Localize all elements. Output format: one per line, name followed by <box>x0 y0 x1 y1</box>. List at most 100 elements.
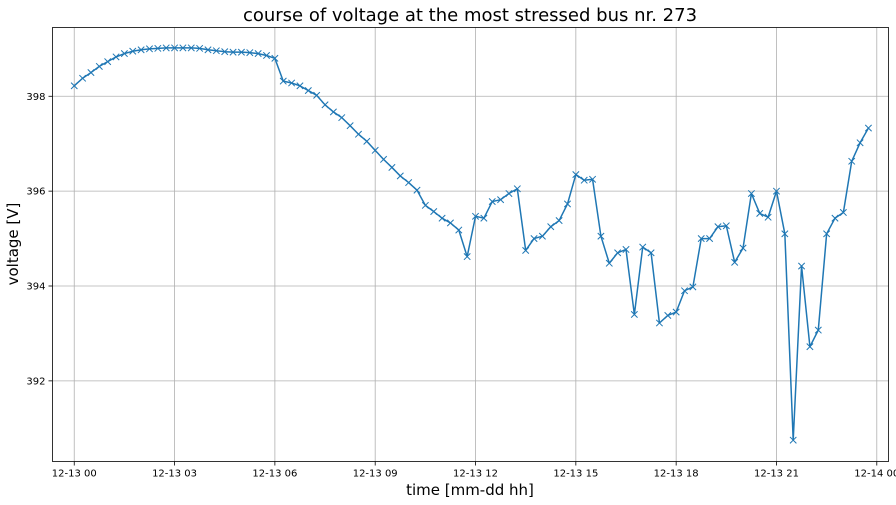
x-tick-label: 12-13 18 <box>654 469 699 480</box>
data-point-marker <box>697 235 705 243</box>
data-point-marker <box>756 209 764 217</box>
data-point-marker <box>313 91 321 99</box>
data-point-marker <box>162 44 170 52</box>
data-point-marker <box>204 46 212 54</box>
data-point-marker <box>95 62 103 70</box>
y-tick-label: 392 <box>26 376 45 387</box>
x-tick-label: 12-13 03 <box>152 469 197 480</box>
data-point-marker <box>212 47 220 55</box>
data-point-marker <box>572 170 580 179</box>
plot-frame <box>52 27 889 462</box>
data-point-marker <box>271 54 279 62</box>
data-point-marker <box>430 207 438 216</box>
data-point-marker <box>463 253 471 261</box>
data-point-marker <box>380 155 388 163</box>
data-point-marker <box>321 101 329 109</box>
data-point-marker <box>505 189 513 198</box>
data-point-marker <box>87 69 95 77</box>
y-tick-label: 396 <box>26 187 45 198</box>
data-point-marker <box>781 230 789 238</box>
data-point-marker <box>806 343 814 351</box>
data-point-marker <box>848 157 856 165</box>
data-point-marker <box>563 200 572 208</box>
x-tick-label: 12-13 15 <box>553 469 598 480</box>
data-point-marker <box>329 108 337 116</box>
data-point-marker <box>747 189 755 198</box>
data-point-marker <box>731 258 739 266</box>
y-tick-label: 394 <box>26 282 45 293</box>
data-point-marker <box>137 46 145 54</box>
data-point-marker <box>597 232 605 240</box>
x-tick-label: 12-14 00 <box>854 469 896 480</box>
data-point-marker <box>522 246 530 254</box>
data-point-marker <box>154 44 162 52</box>
data-point-marker <box>664 311 672 319</box>
data-point-marker <box>530 235 538 243</box>
data-point-marker <box>605 259 613 267</box>
data-point-marker <box>538 232 546 240</box>
data-point-marker <box>296 82 304 90</box>
x-tick-label: 12-13 21 <box>754 469 799 480</box>
data-point-marker <box>288 79 296 87</box>
data-point-marker <box>672 308 680 316</box>
data-point-marker <box>104 58 112 66</box>
voltage-series-line <box>73 47 870 441</box>
data-point-marker <box>196 44 204 52</box>
data-point-marker <box>237 48 245 56</box>
data-point-marker <box>388 163 396 171</box>
data-point-marker <box>839 208 847 217</box>
data-point-marker <box>79 74 87 82</box>
data-point-marker <box>706 235 714 243</box>
data-point-marker <box>680 287 689 295</box>
data-point-marker <box>764 213 772 221</box>
data-point-marker <box>831 214 839 222</box>
data-point-marker <box>246 49 254 57</box>
data-point-marker <box>254 50 262 58</box>
data-point-marker <box>580 176 588 184</box>
data-point-marker <box>639 243 647 251</box>
data-point-marker <box>187 44 195 52</box>
data-point-marker <box>471 212 480 220</box>
data-point-marker <box>614 249 622 257</box>
y-tick-label: 398 <box>26 92 45 103</box>
x-tick-label: 12-13 12 <box>453 469 498 480</box>
data-point-marker <box>363 137 371 145</box>
data-point-marker <box>480 214 488 222</box>
data-point-marker <box>488 198 496 206</box>
data-point-marker <box>589 175 597 183</box>
data-point-marker <box>229 48 237 56</box>
data-point-marker <box>120 50 128 58</box>
data-point-marker <box>279 77 287 85</box>
x-tick-label: 12-13 06 <box>252 469 297 480</box>
data-point-marker <box>772 187 781 195</box>
data-point-marker <box>405 179 413 187</box>
data-point-marker <box>497 196 505 204</box>
x-tick-label: 12-13 00 <box>52 469 97 480</box>
y-axis-label: voltage [V] <box>4 203 22 286</box>
data-point-marker <box>112 53 120 61</box>
data-point-marker <box>555 216 563 225</box>
data-point-marker <box>856 139 864 147</box>
data-point-marker <box>722 222 730 230</box>
data-point-marker <box>547 223 555 231</box>
data-point-marker <box>446 219 454 227</box>
data-point-marker <box>789 436 797 444</box>
data-point-marker <box>304 87 312 95</box>
data-point-marker <box>413 186 421 194</box>
data-point-marker <box>714 223 722 231</box>
data-point-marker <box>145 45 154 53</box>
data-point-marker <box>70 82 78 90</box>
data-point-marker <box>346 122 354 130</box>
data-point-marker <box>129 47 137 55</box>
data-point-marker <box>814 326 822 334</box>
data-point-marker <box>622 245 630 254</box>
data-point-marker <box>823 230 831 238</box>
chart-title: course of voltage at the most stressed b… <box>243 5 697 26</box>
data-point-marker <box>338 114 346 122</box>
data-point-marker <box>179 44 187 52</box>
data-point-marker <box>647 249 655 257</box>
x-axis-label: time [mm-dd hh] <box>406 481 534 499</box>
data-point-marker <box>630 310 638 319</box>
data-point-marker <box>221 48 229 56</box>
